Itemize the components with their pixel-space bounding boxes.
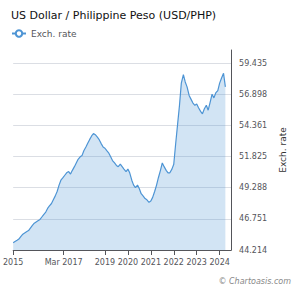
svg-text:2020: 2020	[118, 258, 138, 267]
svg-text:2021: 2021	[141, 258, 161, 267]
svg-text:56.898: 56.898	[239, 90, 267, 99]
svg-text:59.435: 59.435	[239, 59, 267, 68]
svg-text:Exch. rate: Exch. rate	[278, 127, 288, 173]
svg-text:54.361: 54.361	[239, 121, 267, 130]
svg-text:44.214: 44.214	[239, 246, 267, 255]
svg-text:2022: 2022	[164, 258, 184, 267]
svg-text:49.288: 49.288	[239, 183, 267, 192]
svg-text:Exch. rate: Exch. rate	[31, 29, 77, 39]
svg-text:2019: 2019	[95, 258, 115, 267]
svg-text:51.825: 51.825	[239, 152, 267, 161]
svg-text:Mar 2017: Mar 2017	[45, 258, 83, 267]
svg-text:2024: 2024	[209, 258, 229, 267]
svg-text:© Chartoasis.com: © Chartoasis.com	[218, 277, 291, 286]
svg-text:46.751: 46.751	[239, 214, 267, 223]
svg-text:2023: 2023	[187, 258, 207, 267]
svg-text:US Dollar / Philippine Peso (U: US Dollar / Philippine Peso (USD/PHP)	[11, 9, 216, 22]
svg-text:2015: 2015	[3, 258, 23, 267]
